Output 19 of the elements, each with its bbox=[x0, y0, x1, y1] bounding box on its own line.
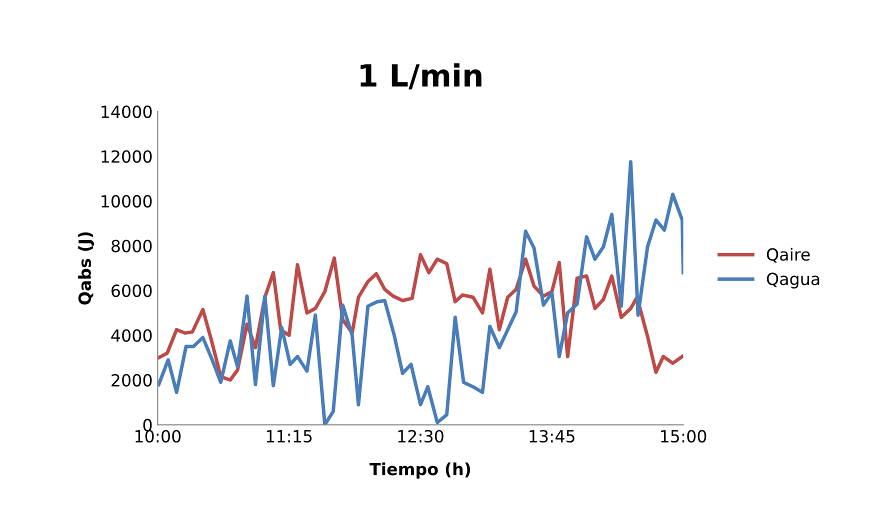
y-tick-label: 8000 bbox=[112, 240, 152, 252]
y-tick-label: 6000 bbox=[112, 284, 152, 298]
y-tick-label: 10000 bbox=[102, 194, 152, 208]
y-axis-title: Qabs (J) bbox=[78, 232, 94, 305]
y-tick-label: 12000 bbox=[102, 150, 152, 163]
x-tick-label: 10:00 bbox=[135, 430, 181, 443]
x-axis-title: Tiempo (h) bbox=[370, 462, 470, 479]
x-tick-label: 11:15 bbox=[266, 430, 312, 443]
y-tick-label: 4000 bbox=[111, 329, 152, 342]
y-tick-label: 0 bbox=[143, 418, 152, 432]
y-tick-label: 14000 bbox=[102, 105, 152, 118]
x-tick-label: 15:00 bbox=[661, 430, 706, 443]
x-tick-label: 12:30 bbox=[398, 430, 444, 443]
x-tick-label: 13:45 bbox=[530, 430, 574, 443]
line-series bbox=[158, 252, 684, 382]
legend-label: Qaire bbox=[766, 248, 810, 263]
legend-label: Qagua bbox=[766, 272, 820, 288]
y-tick-label: 2000 bbox=[112, 374, 152, 387]
chart-title: 1 L/min bbox=[360, 63, 482, 90]
